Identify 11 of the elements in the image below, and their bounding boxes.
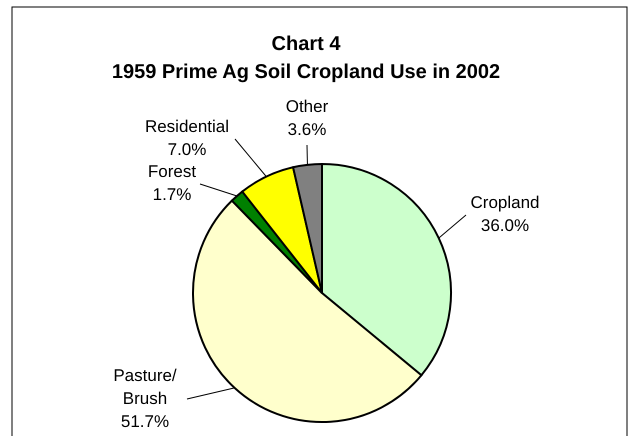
slice-label: Pasture/ Brush (113, 366, 177, 408)
data-label: 3.6% (288, 120, 326, 139)
slice-label: Cropland (470, 193, 540, 212)
slice-label: Forest (148, 162, 196, 181)
data-label: 1.7% (152, 185, 192, 204)
data-label: 36.0% (480, 216, 530, 235)
slice-label: Residential (144, 117, 230, 136)
data-label: 7.0% (168, 140, 206, 159)
chart-title: Chart 4 1959 Prime Ag Soil Cropland Use in 2002 (112, 33, 500, 83)
slice-label: Other (286, 97, 329, 116)
data-label: 51.7% (120, 412, 170, 431)
